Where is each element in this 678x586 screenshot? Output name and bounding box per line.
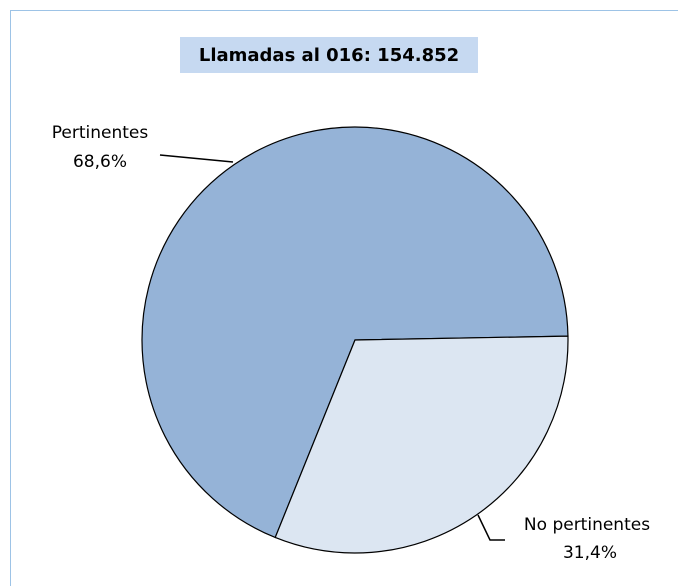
leader-line	[159, 154, 234, 163]
slice-value-label: 68,6%	[73, 152, 127, 172]
slice-value-label: 31,4%	[563, 543, 617, 563]
pie	[141, 126, 569, 554]
leader-line	[477, 514, 505, 541]
pie-slice	[274, 335, 569, 554]
slice-label: Pertinentes	[52, 123, 149, 143]
pie-slice	[141, 126, 569, 539]
slice-label: No pertinentes	[524, 515, 650, 535]
chart-title: Llamadas al 016: 154.852	[199, 45, 459, 66]
title-box	[180, 37, 478, 73]
